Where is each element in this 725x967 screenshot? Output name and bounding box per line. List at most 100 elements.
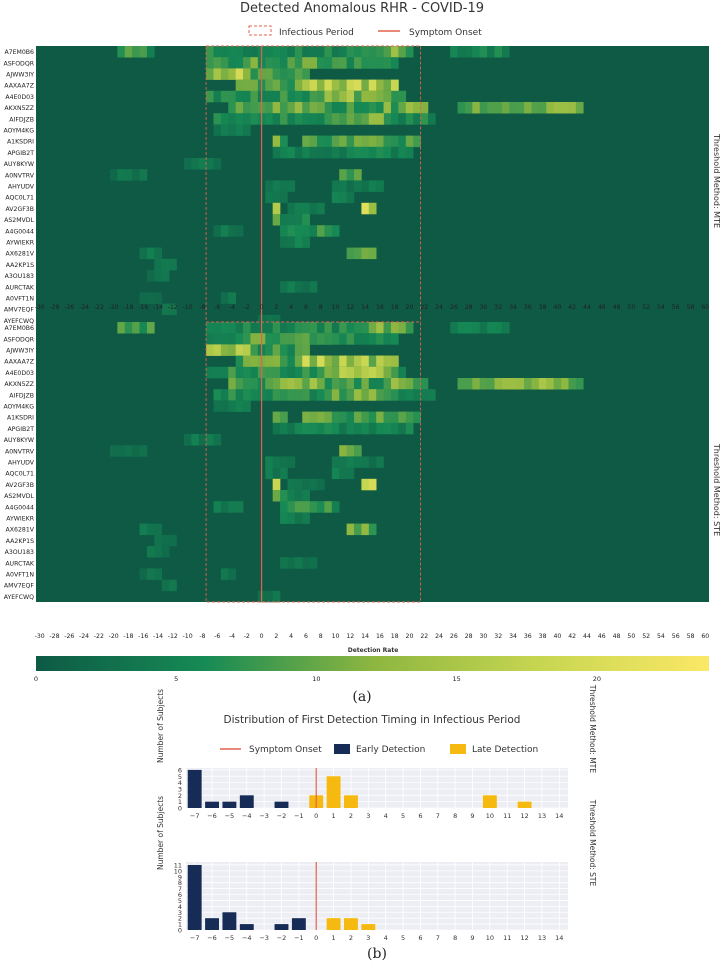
colorbar-tick-label: 15 [452,675,460,683]
heatmap-cell [339,389,347,401]
x-tick-label: 52 [642,633,650,640]
heatmap-cell [413,113,421,125]
heatmap-cell [250,102,259,114]
heatmap-cell [161,270,170,282]
x-tick-label: 48 [613,633,621,640]
heatmap-cell [324,90,333,103]
bar-early-detection [205,801,219,808]
x-tick-label: 14 [555,934,563,942]
subject-label: AQC0L71 [5,471,34,478]
heatmap-cell [324,146,333,159]
heatmap-cell [287,79,296,92]
heatmap-cell [309,422,318,435]
heatmap-cell [228,68,236,80]
heatmap-cell [331,146,340,159]
heatmap-cell [383,102,392,114]
heatmap-cell [450,46,458,58]
heatmap-cell [390,366,399,379]
heatmap-cell [346,422,355,435]
heatmap-cell [146,546,155,558]
x-tick-label: 40 [553,633,561,640]
caption-a: (a) [352,689,371,705]
heatmap-cell [294,202,303,215]
heatmap-cell [390,355,399,368]
heatmap-cell [354,46,362,58]
heatmap-cell [287,456,296,468]
heatmap-cell [561,102,569,114]
heatmap-cell [383,79,392,92]
x-tick-label: -2 [244,633,250,640]
heatmap-cell [390,422,399,435]
heatmap-cell [302,214,310,226]
heatmap-cell [368,378,377,390]
heatmap-cell [331,102,340,114]
heatmap-cell [354,389,362,401]
x-tick-label: 34 [509,633,517,640]
heatmap-cell [376,366,384,379]
heatmap-cell [457,378,466,390]
heatmap-cell [213,322,222,334]
heatmap-cell [398,90,407,103]
x-tick-label: 50 [627,633,635,640]
heatmap-cell [132,445,140,457]
y-tick-label: 6 [178,766,182,774]
heatmap-cell [250,366,259,379]
heatmap-cell [302,90,310,103]
heatmap-cell [294,79,303,92]
heatmap-cell [213,124,222,136]
x-tick-label: 8 [453,812,457,820]
heatmap-cell [339,46,347,58]
heatmap-cell [339,422,347,435]
heatmap-cell [368,355,377,368]
bar-early-detection [205,918,219,930]
y-tick-label: 0 [178,805,182,813]
heatmap-cell [472,378,481,390]
x-tick-label: 4 [289,633,293,640]
heatmap-cell [272,57,281,69]
infectious-period-box [205,321,422,603]
heatmap-cell [272,344,281,356]
x-tick-label: 18 [391,304,399,311]
x-tick-label: 56 [672,304,680,311]
heatmap-cell [302,389,310,401]
heatmap-cell [390,146,399,159]
x-tick-label: 48 [613,304,621,311]
heatmap-cell [235,344,244,356]
heatmap-cell [220,400,229,412]
heatmap-cell [346,247,355,260]
heatmap-cell [317,378,325,390]
heatmap-cell [317,46,325,58]
heatmap-cell [228,366,236,379]
heatmap-cell [272,46,281,58]
heatmap-cell [265,102,273,114]
heatmap-cell [243,333,251,345]
x-tick-label: 16 [376,304,384,311]
heatmap-cell [302,68,310,80]
heatmap-cell [398,389,407,401]
heatmap-cell [294,214,303,226]
heatmap-cell [280,236,288,248]
heatmap-cell [206,57,214,69]
y-tick-label: 9 [178,873,182,881]
heatmap-cell [457,46,466,58]
heatmap-cell [117,46,126,58]
heatmap-cell [272,411,281,424]
x-tick-label: 9 [470,812,474,820]
heatmap-cell [206,158,214,170]
heatmap-cell [302,57,310,69]
heatmap-cell [294,236,303,248]
heatmap-cell [464,46,473,58]
heatmap-cell [361,523,370,536]
heatmap-cell [339,333,347,345]
heatmap-cell [206,344,214,356]
heatmap-cell [331,135,340,148]
heatmap-cell [265,389,273,401]
heatmap-legend: Infectious Period Symptom Onset [248,25,482,38]
heatmap-cell [235,68,244,80]
plot-area [186,862,568,930]
subject-label: APGIB2T [7,426,34,433]
heatmap-cell [317,102,325,114]
heatmap-cell [354,523,362,536]
heatmap-cell [302,113,310,125]
bar-early-detection [222,801,237,808]
